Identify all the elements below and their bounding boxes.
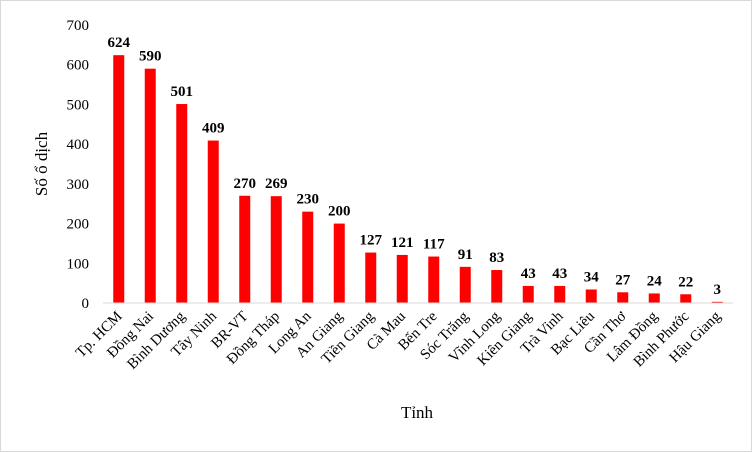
data-label: 83 (489, 250, 504, 266)
x-axis-title: Tỉnh (401, 403, 434, 422)
data-label: 269 (265, 176, 288, 192)
y-tick-label: 700 (67, 18, 90, 34)
data-label: 27 (615, 272, 631, 288)
bar (365, 252, 377, 303)
data-label: 230 (297, 192, 320, 208)
bar (207, 140, 219, 303)
data-label: 127 (360, 233, 383, 249)
bar (333, 223, 345, 303)
data-label: 43 (552, 266, 567, 282)
bar (711, 301, 723, 303)
data-label: 34 (584, 269, 600, 285)
y-axis-title: Số ổ dịch (32, 131, 51, 196)
bar (522, 285, 534, 303)
bar (144, 68, 156, 303)
y-tick-label: 600 (67, 58, 90, 74)
bar (491, 270, 503, 303)
data-label: 22 (678, 274, 693, 290)
bar (396, 254, 408, 303)
y-tick-label: 400 (67, 137, 90, 153)
data-label: 200 (328, 204, 351, 220)
y-tick-label: 300 (67, 177, 90, 193)
bar (113, 55, 125, 303)
y-tick-label: 200 (67, 217, 90, 233)
bar (680, 294, 692, 303)
y-axis-ticks: 0 100 200 300 400 500 600 700 (67, 18, 90, 312)
bar (302, 211, 314, 303)
bars (113, 55, 723, 303)
data-label: 121 (391, 235, 414, 251)
bar (617, 292, 629, 303)
bar (239, 195, 251, 303)
bar (459, 266, 471, 303)
data-label: 117 (423, 237, 445, 253)
data-label: 409 (202, 121, 225, 137)
bar (648, 293, 660, 303)
data-label: 590 (139, 49, 162, 65)
bar (554, 285, 566, 303)
data-label: 3 (714, 282, 722, 298)
bar (428, 256, 440, 303)
data-labels: 624 590 501 409 270 269 230 200 127 121 117 91 83 43 4… (108, 35, 722, 298)
data-label: 43 (521, 266, 536, 282)
data-label: 24 (647, 273, 663, 289)
bar (270, 196, 282, 303)
bar (176, 104, 188, 303)
y-tick-label: 0 (82, 296, 90, 312)
data-label: 624 (108, 35, 131, 51)
y-tick-label: 500 (67, 97, 90, 113)
data-label: 501 (171, 84, 194, 100)
y-tick-label: 100 (67, 256, 90, 272)
data-label: 91 (458, 247, 473, 263)
bar (585, 289, 597, 303)
data-label: 270 (234, 176, 257, 192)
